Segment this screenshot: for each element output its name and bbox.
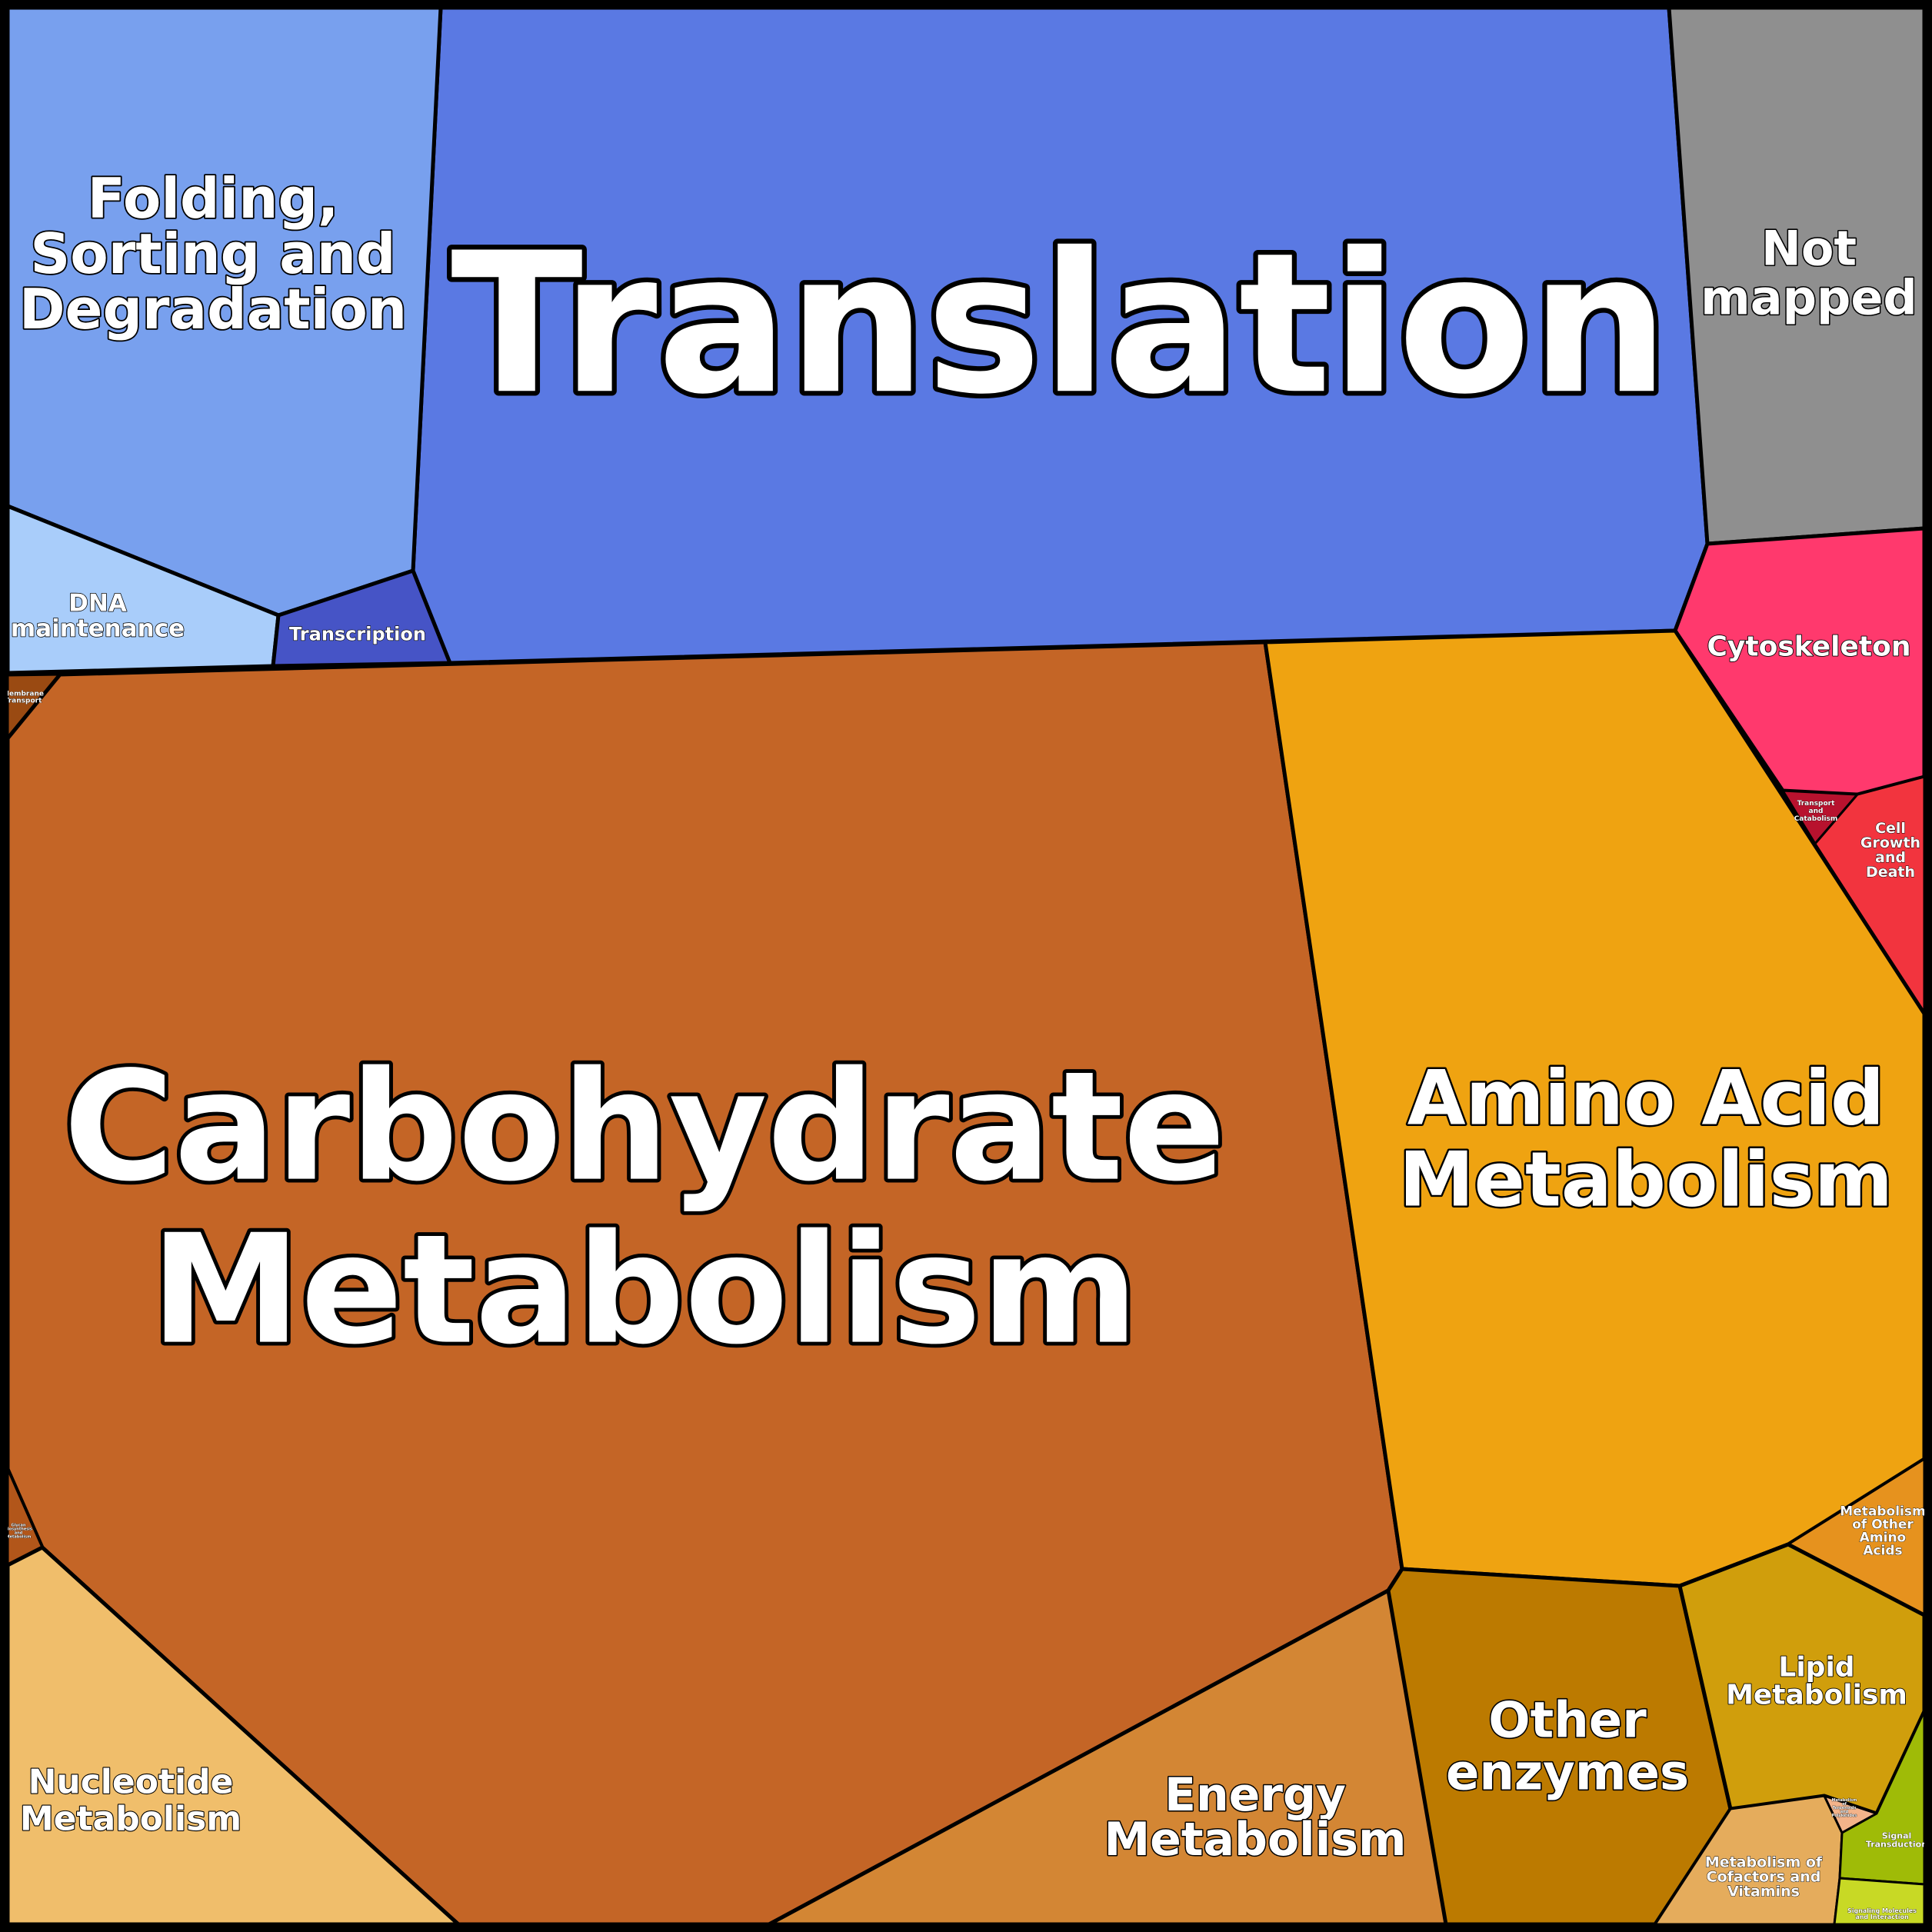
label-line: Metabolism	[1726, 1680, 1907, 1711]
label-line: Transcription	[289, 623, 426, 645]
label-line: Vitamins	[1727, 1884, 1800, 1900]
label-other-enzymes: Other enzymes	[1446, 1692, 1689, 1801]
label-cofactors: Metabolism of Cofactors and Vitamins	[1705, 1854, 1823, 1900]
label-line: Metabolism	[6, 1534, 32, 1539]
label-line: Lipid	[1778, 1652, 1854, 1684]
label-line: Degradation	[19, 277, 407, 341]
label-line: Metabolism	[1840, 1504, 1925, 1519]
label-line: Signal	[1882, 1830, 1912, 1840]
label-line: Polyketides	[1832, 1814, 1857, 1818]
label-line: Other	[1488, 1692, 1647, 1749]
label-energy: Energy Metabolism	[1104, 1768, 1406, 1867]
label-membrane-transport: Membrane Transport	[2, 691, 44, 705]
label-not-mapped: Not mapped	[1700, 221, 1917, 326]
label-line: Cytoskeleton	[1707, 631, 1911, 663]
label-signal-transduction: Signal Transduction	[1866, 1830, 1927, 1849]
label-line: Carbohydrate	[64, 1040, 1226, 1215]
label-line: and	[15, 1531, 23, 1535]
label-line: Not	[1761, 221, 1857, 277]
label-line: and Interaction	[1855, 1914, 1909, 1920]
label-line: of Other	[1852, 1517, 1914, 1532]
label-line: Amino Acid	[1407, 1054, 1884, 1142]
label-line: Cell	[1875, 820, 1906, 837]
label-lipid: Lipid Metabolism	[1726, 1652, 1907, 1711]
label-line: maintenance	[11, 615, 185, 642]
label-line: mapped	[1700, 270, 1917, 326]
label-amino-acid: Amino Acid Metabolism	[1399, 1054, 1893, 1224]
label-line: Terpenoids	[1833, 1806, 1857, 1810]
label-line: Biosynthesis	[5, 1527, 32, 1531]
label-line: Energy	[1164, 1768, 1346, 1822]
label-line: Translation	[451, 212, 1669, 437]
label-cytoskeleton: Cytoskeleton	[1707, 631, 1911, 663]
label-line: Cofactors and	[1707, 1869, 1821, 1886]
label-line: Metabolism	[1399, 1136, 1893, 1224]
label-line: Folding,	[88, 166, 339, 231]
label-line: DNA	[68, 589, 127, 617]
label-line: Sorting and	[30, 222, 395, 286]
label-line: Transport	[5, 698, 42, 705]
label-line: Metabolism of	[1705, 1854, 1823, 1871]
label-tiny-left: Glycan Biosynthesis and Metabolism	[5, 1523, 32, 1539]
label-terpenoids: Metabolism of Terpenoids and Polyketides	[1832, 1798, 1857, 1818]
label-cell-growth-death: Cell Growth and Death	[1860, 820, 1920, 881]
label-line: Metabolism	[1832, 1798, 1857, 1803]
label-dna-maintenance: DNA maintenance	[11, 589, 185, 642]
label-nucleotide: Nucleotide Metabolism	[20, 1762, 242, 1838]
label-line: Nucleotide	[28, 1762, 234, 1801]
label-line: and	[1875, 849, 1906, 866]
label-translation: Translation	[451, 212, 1669, 437]
label-line: Death	[1866, 864, 1915, 881]
cells-layer	[5, 5, 1927, 1927]
label-line: and	[1809, 808, 1824, 815]
label-carbohydrate: Carbohydrate Metabolism	[64, 1040, 1226, 1378]
label-transcription: Transcription	[289, 623, 426, 645]
label-line: Metabolism	[151, 1203, 1138, 1378]
label-line: Amino	[1860, 1530, 1906, 1545]
label-line: Transduction	[1866, 1839, 1927, 1849]
label-line: and	[1840, 1810, 1849, 1814]
label-line: Acids	[1863, 1543, 1902, 1558]
label-line: Catabolism	[1794, 815, 1838, 823]
label-line: Growth	[1860, 834, 1920, 851]
label-other-amino-acids: Metabolism of Other Amino Acids	[1840, 1504, 1925, 1558]
label-line: Signaling Molecules	[1847, 1907, 1917, 1914]
label-signaling-molecules: Signaling Molecules and Interaction	[1847, 1907, 1917, 1920]
label-line: enzymes	[1446, 1744, 1689, 1801]
label-line: Metabolism	[1104, 1813, 1406, 1867]
label-transport-catabolism: Transport and Catabolism	[1794, 800, 1838, 823]
label-line: Membrane	[2, 691, 44, 698]
label-line: of	[1842, 1802, 1847, 1807]
label-folding: Folding, Sorting and Degradation	[19, 166, 407, 341]
label-line: Glycan	[12, 1523, 26, 1527]
label-line: Metabolism	[20, 1799, 242, 1838]
labels-layer: Translation Folding, Sorting and Degradatio…	[2, 165, 1928, 1920]
label-line: Transport	[1797, 800, 1835, 808]
